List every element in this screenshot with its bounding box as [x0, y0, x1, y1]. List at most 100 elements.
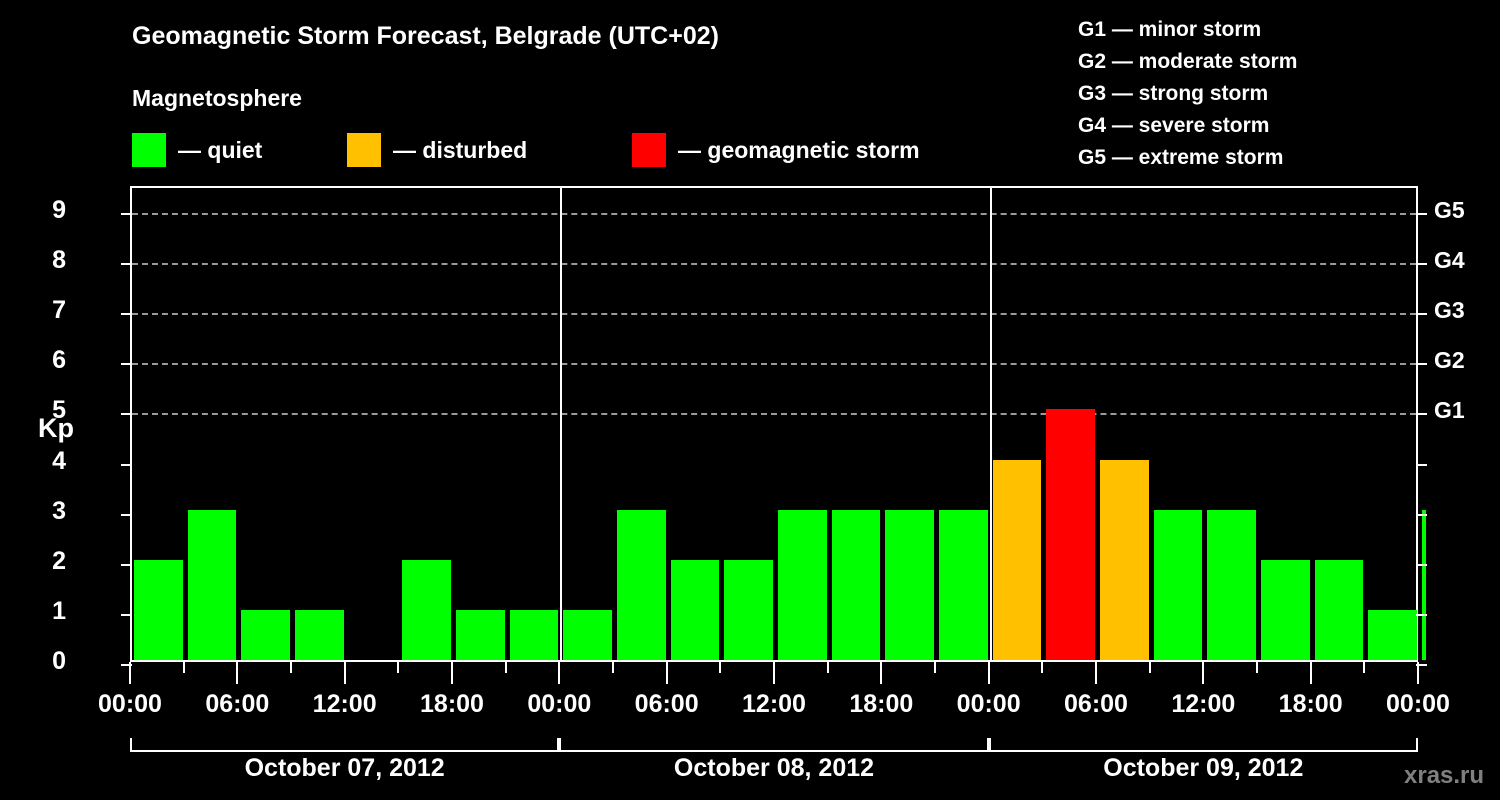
- g-axis-label-G1: G1: [1434, 397, 1465, 424]
- gridline-kp-7: [132, 313, 1416, 316]
- gridline-kp-6: [132, 363, 1416, 366]
- y-tick-right-5: [1416, 413, 1427, 416]
- bar: [778, 509, 827, 660]
- y-axis-label-6: 6: [52, 346, 66, 375]
- x-tick-major-0: [129, 662, 131, 684]
- y-tick-right-8: [1416, 263, 1427, 266]
- bar: [939, 509, 988, 660]
- x-axis-label-3: 18:00: [420, 690, 484, 718]
- bar: [670, 559, 720, 660]
- g-legend-row-3: G3 — strong storm: [1078, 82, 1269, 105]
- gridline-kp-9: [132, 213, 1416, 216]
- x-tick-minor-5: [397, 662, 400, 673]
- y-axis-label-4: 4: [52, 446, 66, 475]
- bar: [509, 609, 559, 660]
- y-axis-label-5: 5: [52, 396, 66, 425]
- bar: [992, 459, 1042, 660]
- y-tick-right-7: [1416, 313, 1427, 316]
- x-tick-major-6: [451, 662, 453, 684]
- x-tick-major-14: [880, 662, 883, 684]
- x-axis-label-12: 00:00: [1386, 690, 1450, 718]
- x-tick-minor-23: [1363, 662, 1366, 673]
- bar: [1368, 609, 1417, 660]
- x-axis-label-0: 00:00: [98, 690, 162, 718]
- y-axis-label-7: 7: [52, 296, 66, 325]
- x-axis-label-5: 06:00: [634, 690, 699, 718]
- y-axis-label-2: 2: [52, 546, 66, 575]
- x-tick-minor-9: [612, 662, 614, 673]
- bar: [295, 609, 344, 660]
- bar: [1207, 509, 1256, 660]
- x-tick-minor-19: [1148, 662, 1151, 673]
- x-tick-major-16: [987, 662, 990, 684]
- y-tick-5: [121, 413, 132, 416]
- bar: [1100, 459, 1149, 660]
- x-tick-major-10: [665, 662, 668, 684]
- x-axis-label-2: 12:00: [312, 690, 377, 718]
- x-tick-minor-11: [719, 662, 722, 673]
- x-axis-label-6: 12:00: [742, 690, 806, 718]
- y-tick-right-1: [1416, 613, 1427, 616]
- y-tick-2: [121, 563, 132, 566]
- x-tick-minor-3: [290, 662, 292, 673]
- x-axis-label-9: 06:00: [1064, 690, 1128, 718]
- x-axis-label-8: 00:00: [956, 690, 1021, 718]
- page-title: Geomagnetic Storm Forecast, Belgrade (UT…: [132, 22, 719, 50]
- g-legend-row-4: G4 — severe storm: [1078, 114, 1270, 137]
- x-axis-label-4: 00:00: [527, 690, 592, 718]
- gridline-kp-5: [132, 413, 1416, 416]
- y-axis-label-0: 0: [52, 647, 66, 675]
- x-axis-label-1: 06:00: [205, 690, 270, 718]
- x-tick-minor-15: [934, 662, 936, 673]
- bar: [1261, 559, 1310, 660]
- y-tick-4: [121, 463, 132, 466]
- bar: [885, 509, 934, 660]
- x-tick-major-20: [1202, 662, 1205, 684]
- g-axis-label-G3: G3: [1434, 297, 1465, 324]
- x-axis-label-10: 12:00: [1171, 690, 1236, 718]
- plot-area: [121, 186, 1427, 666]
- x-tick-minor-13: [826, 662, 829, 673]
- y-axis-label-1: 1: [52, 596, 66, 625]
- g-scale-legend: G1 — minor storm G2 — moderate storm G3 — …: [1078, 14, 1297, 174]
- day-divider-2: [989, 188, 992, 660]
- y-tick-right-4: [1416, 463, 1427, 466]
- g-axis-label-G5: G5: [1434, 197, 1465, 224]
- x-tick-major-24: [1417, 662, 1419, 684]
- x-tick-minor-21: [1256, 662, 1258, 673]
- x-tick-minor-7: [504, 662, 507, 673]
- bar: [187, 509, 237, 660]
- y-tick-right-6: [1416, 363, 1427, 366]
- legend-entry-disturbed: — disturbed: [347, 133, 527, 167]
- day-label-2: October 08, 2012: [673, 754, 875, 782]
- disturbed-swatch-icon: [347, 133, 381, 167]
- day-label-3: October 09, 2012: [1103, 754, 1304, 782]
- y-tick-7: [121, 313, 132, 316]
- y-tick-6: [121, 363, 132, 366]
- g-legend-row-1: G1 — minor storm: [1078, 18, 1262, 41]
- day-label-1: October 07, 2012: [244, 754, 445, 782]
- bar: [617, 509, 666, 660]
- bar: [241, 609, 290, 660]
- g-axis-label-G2: G2: [1434, 347, 1465, 374]
- x-tick-minor-1: [182, 662, 185, 673]
- bar: [1314, 559, 1364, 660]
- x-tick-major-12: [773, 662, 775, 684]
- g-legend-row-5: G5 — extreme storm: [1078, 146, 1284, 169]
- y-tick-9: [121, 213, 132, 216]
- x-tick-major-18: [1095, 662, 1097, 684]
- g-legend-row-2: G2 — moderate storm: [1078, 50, 1298, 73]
- day-divider-1: [560, 188, 563, 660]
- bar: [402, 559, 451, 660]
- x-axis-label-11: 18:00: [1278, 690, 1343, 718]
- g-axis-label-G4: G4: [1434, 247, 1465, 274]
- bar: [1153, 509, 1203, 660]
- y-tick-3: [121, 513, 132, 516]
- day-bracket-3: [988, 738, 1418, 752]
- x-tick-major-22: [1309, 662, 1312, 684]
- y-axis-title: Kp: [38, 413, 74, 443]
- y-tick-right-0: [1416, 664, 1427, 666]
- legend-heading: Magnetosphere: [132, 85, 302, 111]
- x-tick-minor-17: [1041, 662, 1044, 673]
